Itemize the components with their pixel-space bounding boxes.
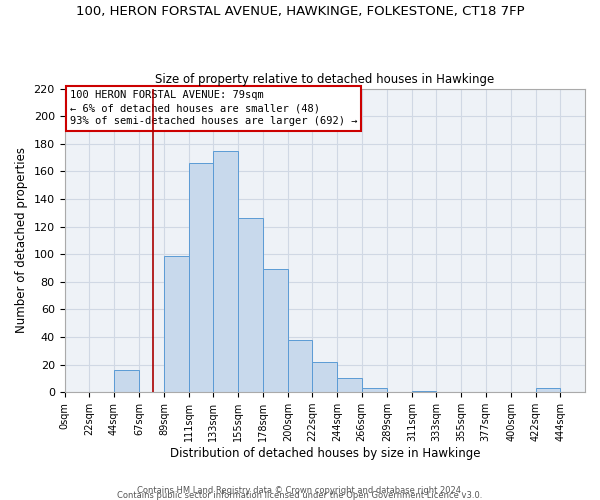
Text: 100 HERON FORSTAL AVENUE: 79sqm
← 6% of detached houses are smaller (48)
93% of : 100 HERON FORSTAL AVENUE: 79sqm ← 6% of … xyxy=(70,90,357,126)
Bar xyxy=(288,340,313,392)
Title: Size of property relative to detached houses in Hawkinge: Size of property relative to detached ho… xyxy=(155,73,494,86)
Bar xyxy=(536,388,560,392)
Y-axis label: Number of detached properties: Number of detached properties xyxy=(15,148,28,334)
Text: 100, HERON FORSTAL AVENUE, HAWKINGE, FOLKESTONE, CT18 7FP: 100, HERON FORSTAL AVENUE, HAWKINGE, FOL… xyxy=(76,5,524,18)
Bar xyxy=(263,270,288,392)
Bar xyxy=(362,388,388,392)
Bar xyxy=(213,150,238,392)
Bar xyxy=(412,391,436,392)
Bar xyxy=(337,378,362,392)
X-axis label: Distribution of detached houses by size in Hawkinge: Distribution of detached houses by size … xyxy=(170,447,480,460)
Bar xyxy=(188,163,213,392)
Bar xyxy=(238,218,263,392)
Bar xyxy=(113,370,139,392)
Text: Contains HM Land Registry data © Crown copyright and database right 2024.: Contains HM Land Registry data © Crown c… xyxy=(137,486,463,495)
Bar xyxy=(164,256,188,392)
Bar xyxy=(313,362,337,392)
Text: Contains public sector information licensed under the Open Government Licence v3: Contains public sector information licen… xyxy=(118,491,482,500)
